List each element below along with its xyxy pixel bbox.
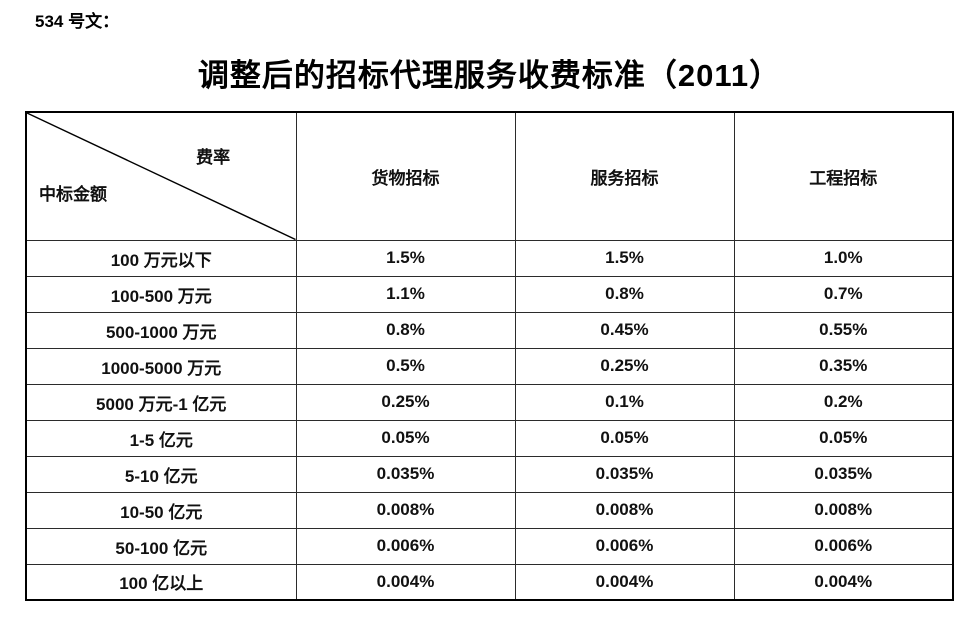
table-row: 5-10 亿元 0.035% 0.035% 0.035% (25, 455, 954, 493)
fee-table: 费率 中标金额 货物招标 服务招标 工程招标 100 万元以下 1.5% 1.5% 1… (25, 111, 954, 601)
rate-value-cell: 1.5% (295, 239, 516, 277)
rate-value-cell: 0.035% (295, 455, 516, 493)
rate-value-cell: 0.008% (295, 491, 516, 529)
column-header-goods: 货物招标 (295, 111, 516, 241)
row-label-amount-range: 100 万元以下 (25, 239, 297, 277)
rate-value-cell: 0.006% (514, 527, 735, 565)
rate-value-cell: 0.1% (514, 383, 735, 421)
rate-value-cell: 0.7% (733, 275, 954, 313)
rate-value-cell: 1.1% (295, 275, 516, 313)
rate-value-cell: 0.25% (514, 347, 735, 385)
table-row: 5000 万元-1 亿元 0.25% 0.1% 0.2% (25, 383, 954, 421)
table-row: 100-500 万元 1.1% 0.8% 0.7% (25, 275, 954, 313)
rate-value-cell: 0.008% (514, 491, 735, 529)
row-label-amount-range: 100-500 万元 (25, 275, 297, 313)
row-label-amount-range: 1-5 亿元 (25, 419, 297, 457)
rate-value-cell: 0.8% (295, 311, 516, 349)
rate-value-cell: 1.5% (514, 239, 735, 277)
rate-value-cell: 0.35% (733, 347, 954, 385)
rate-value-cell: 0.8% (514, 275, 735, 313)
rate-value-cell: 0.006% (733, 527, 954, 565)
table-body: 100 万元以下 1.5% 1.5% 1.0% 100-500 万元 1.1% 0.8% 0.… (25, 239, 954, 601)
rate-value-cell: 0.035% (514, 455, 735, 493)
table-row: 50-100 亿元 0.006% 0.006% 0.006% (25, 527, 954, 565)
table-row: 1000-5000 万元 0.5% 0.25% 0.35% (25, 347, 954, 385)
rate-value-cell: 0.008% (733, 491, 954, 529)
rate-value-cell: 0.45% (514, 311, 735, 349)
rate-value-cell: 0.5% (295, 347, 516, 385)
table-row: 1-5 亿元 0.05% 0.05% 0.05% (25, 419, 954, 457)
doc-number-label: 534 号文： (35, 12, 120, 31)
rate-value-cell: 0.55% (733, 311, 954, 349)
row-label-amount-range: 10-50 亿元 (25, 491, 297, 529)
corner-label-rate: 费率 (196, 148, 231, 168)
rate-value-cell: 0.004% (514, 563, 735, 601)
rate-value-cell: 0.05% (514, 419, 735, 457)
table-row: 100 亿以上 0.004% 0.004% 0.004% (25, 563, 954, 601)
row-label-amount-range: 100 亿以上 (25, 563, 297, 601)
column-header-services: 服务招标 (514, 111, 735, 241)
rate-value-cell: 0.035% (733, 455, 954, 493)
rate-value-cell: 0.2% (733, 383, 954, 421)
rate-value-cell: 0.05% (733, 419, 954, 457)
table-row: 500-1000 万元 0.8% 0.45% 0.55% (25, 311, 954, 349)
row-label-amount-range: 50-100 亿元 (25, 527, 297, 565)
rate-value-cell: 0.006% (295, 527, 516, 565)
corner-label-amount: 中标金额 (39, 185, 107, 205)
corner-header-cell: 费率 中标金额 (25, 111, 297, 241)
column-header-engineering: 工程招标 (733, 111, 954, 241)
rate-value-cell: 0.25% (295, 383, 516, 421)
rate-value-cell: 0.004% (295, 563, 516, 601)
rate-value-cell: 0.05% (295, 419, 516, 457)
row-label-amount-range: 5000 万元-1 亿元 (25, 383, 297, 421)
rate-value-cell: 1.0% (733, 239, 954, 277)
header-row: 费率 中标金额 货物招标 服务招标 工程招标 (25, 111, 954, 241)
row-label-amount-range: 500-1000 万元 (25, 311, 297, 349)
row-label-amount-range: 1000-5000 万元 (25, 347, 297, 385)
rate-value-cell: 0.004% (733, 563, 954, 601)
table-row: 100 万元以下 1.5% 1.5% 1.0% (25, 239, 954, 277)
page-title: 调整后的招标代理服务收费标准（2011） (197, 58, 782, 93)
table-row: 10-50 亿元 0.008% 0.008% 0.008% (25, 491, 954, 529)
diagonal-divider-line (27, 113, 296, 240)
row-label-amount-range: 5-10 亿元 (25, 455, 297, 493)
